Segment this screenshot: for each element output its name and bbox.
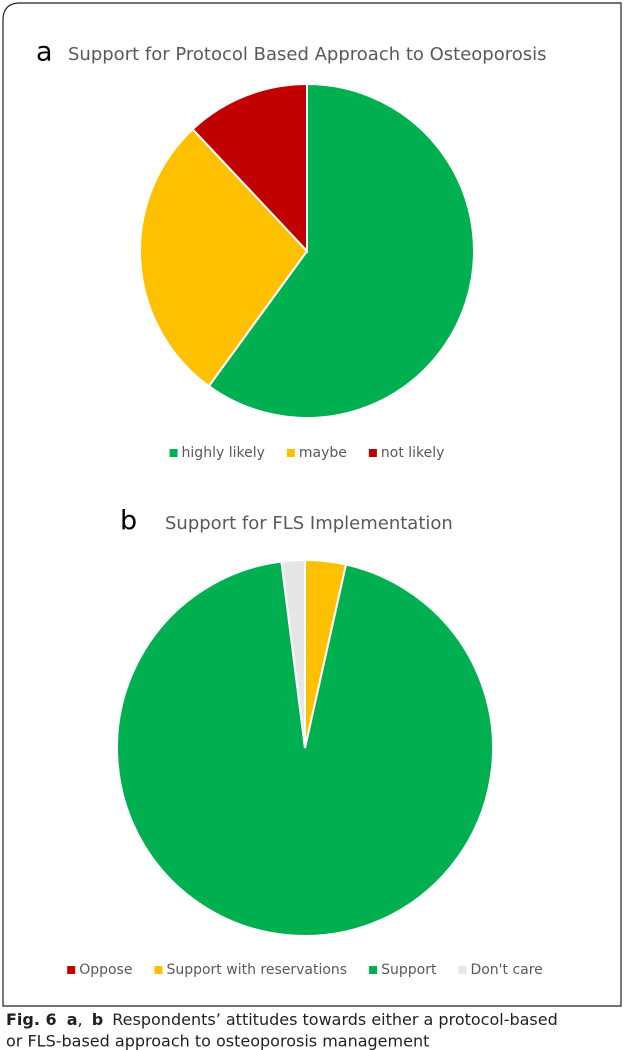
legend-swatch xyxy=(368,449,377,457)
legend-swatch xyxy=(286,449,295,457)
pie-slice xyxy=(139,127,309,388)
legend-label: highly likely xyxy=(182,445,265,461)
caption-panel-b: b xyxy=(92,1010,103,1029)
legend-label: Support xyxy=(381,962,437,978)
pie-slice xyxy=(280,558,306,749)
caption-separator: , xyxy=(78,1010,83,1029)
legend-swatch xyxy=(67,966,76,974)
pie-slice xyxy=(191,82,308,254)
legend-swatch xyxy=(369,966,378,974)
caption-panel-a: a xyxy=(67,1010,78,1029)
chart-title: Support for FLS Implementation xyxy=(165,513,453,534)
caption-text: Respondents’ attitudes towards either a … xyxy=(112,1010,557,1029)
panel-letter: a xyxy=(36,37,53,68)
pie-slice xyxy=(116,560,494,937)
legend-label: Don't care xyxy=(470,962,542,978)
chart-title: Support for Protocol Based Approach to O… xyxy=(68,44,547,65)
legend-swatch xyxy=(154,966,163,974)
panel-letter: b xyxy=(120,506,137,537)
legend-label: maybe xyxy=(299,445,347,461)
caption-label: Fig. 6 xyxy=(6,1010,57,1029)
legend-label: not likely xyxy=(381,445,445,461)
legend-swatch xyxy=(458,966,467,974)
figure-border xyxy=(2,2,622,1007)
caption-line-2: or FLS-based approach to osteoporosis ma… xyxy=(6,1032,429,1050)
legend-label: Support with reservations xyxy=(166,962,347,978)
caption-line-1: Fig. 6 a, b Respondents’ attitudes towar… xyxy=(6,1010,558,1029)
legend-label: Oppose xyxy=(79,962,132,978)
legend-swatch xyxy=(169,449,178,457)
pie-slice xyxy=(207,82,475,419)
